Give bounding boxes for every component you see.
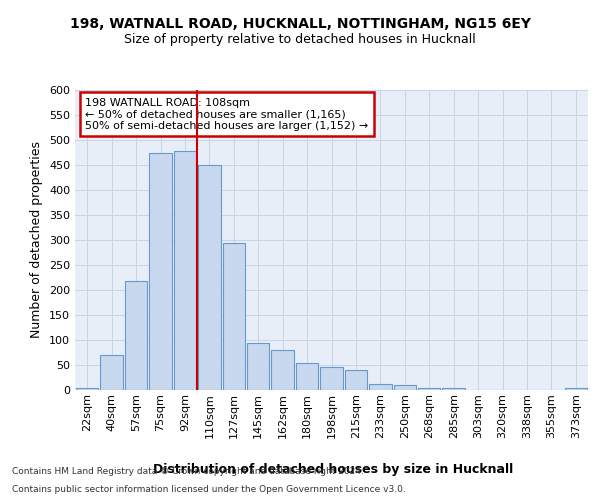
Text: Size of property relative to detached houses in Hucknall: Size of property relative to detached ho… (124, 34, 476, 46)
Bar (173, 151, 196, 390)
Text: Distribution of detached houses by size in Hucknall: Distribution of detached houses by size … (153, 462, 513, 475)
Bar (76, 388, 98, 390)
Bar (296, 363, 319, 390)
Bar (369, 384, 392, 390)
Y-axis label: Number of detached properties: Number of detached properties (31, 142, 43, 338)
Text: Contains HM Land Registry data © Crown copyright and database right 2024.: Contains HM Land Registry data © Crown c… (12, 467, 364, 476)
Text: 198, WATNALL ROAD, HUCKNALL, NOTTINGHAM, NG15 6EY: 198, WATNALL ROAD, HUCKNALL, NOTTINGHAM,… (70, 18, 530, 32)
Text: Contains public sector information licensed under the Open Government Licence v3: Contains public sector information licen… (12, 485, 406, 494)
Bar (565, 388, 587, 390)
Bar (271, 350, 294, 390)
Bar (125, 280, 148, 390)
Bar (198, 165, 221, 390)
Bar (344, 370, 367, 390)
Bar (100, 355, 123, 390)
Text: 198 WATNALL ROAD: 108sqm
← 50% of detached houses are smaller (1,165)
50% of sem: 198 WATNALL ROAD: 108sqm ← 50% of detach… (85, 98, 368, 130)
Bar (149, 152, 172, 390)
Bar (394, 384, 416, 390)
Bar (223, 243, 245, 390)
Bar (247, 342, 269, 390)
Bar (320, 367, 343, 390)
Bar (418, 388, 440, 390)
Bar (442, 388, 465, 390)
